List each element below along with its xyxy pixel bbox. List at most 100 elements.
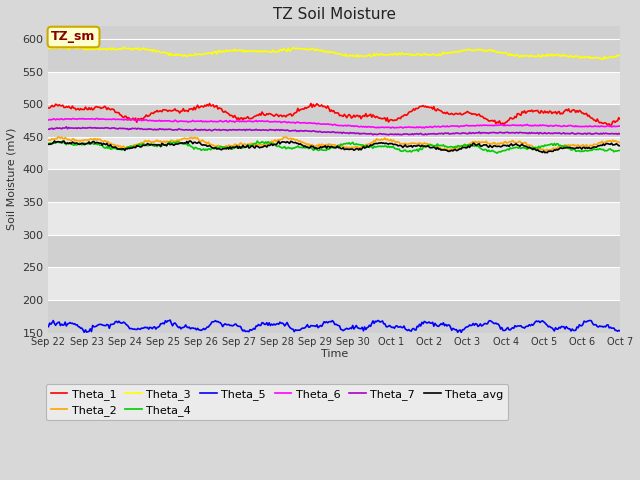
Theta_4 [287, 145, 294, 151]
Theta_6 [394, 125, 402, 131]
Theta_5 [616, 328, 624, 334]
Theta_avg [45, 142, 52, 147]
Line: Theta_4: Theta_4 [49, 141, 620, 153]
X-axis label: Time: Time [321, 349, 348, 359]
Theta_2 [45, 137, 52, 143]
Theta_6 [365, 124, 373, 130]
Theta_5 [566, 326, 573, 332]
Theta_6 [92, 116, 100, 121]
Theta_6 [616, 123, 624, 129]
Theta_3 [45, 46, 52, 51]
Theta_1 [285, 111, 293, 117]
Line: Theta_avg: Theta_avg [49, 141, 620, 153]
Theta_3 [53, 44, 61, 49]
Line: Theta_3: Theta_3 [49, 47, 620, 60]
Theta_3 [564, 54, 572, 60]
Theta_2 [467, 140, 475, 146]
Theta_avg [566, 144, 573, 150]
Theta_6 [387, 125, 395, 131]
Theta_6 [223, 119, 231, 125]
Theta_7 [369, 132, 377, 138]
Theta_7 [616, 131, 624, 137]
Bar [49, 137, 620, 169]
Theta_2 [444, 148, 452, 154]
Theta_5 [393, 323, 401, 329]
Theta_7 [467, 131, 475, 136]
Theta_1 [393, 117, 401, 123]
Theta_5 [467, 323, 475, 328]
Theta_4 [253, 138, 261, 144]
Theta_7 [287, 128, 294, 134]
Theta_avg [223, 145, 231, 151]
Y-axis label: Soil Moisture (mV): Soil Moisture (mV) [7, 128, 17, 230]
Theta_7 [223, 128, 231, 133]
Theta_3 [287, 48, 294, 53]
Bar [49, 300, 620, 333]
Theta_4 [45, 141, 52, 146]
Theta_4 [566, 146, 573, 152]
Theta_2 [223, 144, 231, 150]
Theta_3 [466, 47, 474, 53]
Theta_7 [365, 131, 373, 137]
Theta_3 [223, 48, 231, 54]
Theta_2 [54, 134, 62, 140]
Theta_5 [45, 324, 52, 329]
Bar [49, 104, 620, 137]
Theta_1 [466, 110, 474, 116]
Theta_1 [616, 116, 624, 122]
Theta_4 [466, 142, 474, 147]
Theta_avg [466, 144, 474, 150]
Theta_6 [467, 123, 475, 129]
Theta_2 [616, 140, 624, 145]
Theta_7 [566, 131, 573, 137]
Theta_4 [365, 144, 373, 150]
Bar [49, 235, 620, 267]
Line: Theta_6: Theta_6 [49, 119, 620, 128]
Title: TZ Soil Moisture: TZ Soil Moisture [273, 7, 396, 22]
Line: Theta_5: Theta_5 [49, 320, 620, 333]
Theta_2 [393, 139, 401, 145]
Theta_7 [45, 126, 52, 132]
Theta_6 [45, 117, 52, 123]
Bar [49, 72, 620, 104]
Theta_2 [566, 142, 573, 148]
Theta_4 [223, 144, 230, 150]
Theta_1 [564, 106, 572, 112]
Theta_7 [394, 131, 402, 137]
Theta_3 [616, 52, 624, 58]
Theta_3 [393, 52, 401, 58]
Theta_4 [616, 147, 624, 153]
Theta_1 [223, 109, 230, 115]
Theta_5 [166, 317, 174, 323]
Theta_avg [393, 142, 401, 148]
Theta_avg [543, 150, 551, 156]
Theta_4 [493, 150, 501, 156]
Theta_5 [458, 330, 465, 336]
Theta_4 [393, 146, 401, 152]
Bar [49, 169, 620, 202]
Theta_1 [45, 105, 52, 111]
Theta_avg [51, 138, 58, 144]
Bar [49, 39, 620, 72]
Theta_5 [365, 323, 373, 328]
Theta_3 [365, 51, 373, 57]
Theta_avg [616, 143, 624, 148]
Theta_5 [223, 322, 231, 328]
Theta_5 [287, 325, 294, 331]
Theta_avg [287, 138, 294, 144]
Text: TZ_sm: TZ_sm [51, 31, 96, 44]
Theta_7 [63, 124, 70, 130]
Line: Theta_7: Theta_7 [49, 127, 620, 135]
Theta_3 [600, 57, 607, 62]
Line: Theta_1: Theta_1 [49, 104, 620, 126]
Line: Theta_2: Theta_2 [49, 137, 620, 151]
Theta_1 [607, 123, 614, 129]
Bar [49, 267, 620, 300]
Theta_2 [365, 141, 373, 147]
Theta_1 [307, 101, 315, 107]
Theta_6 [566, 123, 573, 129]
Bar [49, 202, 620, 235]
Theta_avg [365, 144, 373, 149]
Legend: Theta_1, Theta_2, Theta_3, Theta_4, Theta_5, Theta_6, Theta_7, Theta_avg: Theta_1, Theta_2, Theta_3, Theta_4, Thet… [46, 384, 508, 420]
Theta_1 [365, 112, 373, 118]
